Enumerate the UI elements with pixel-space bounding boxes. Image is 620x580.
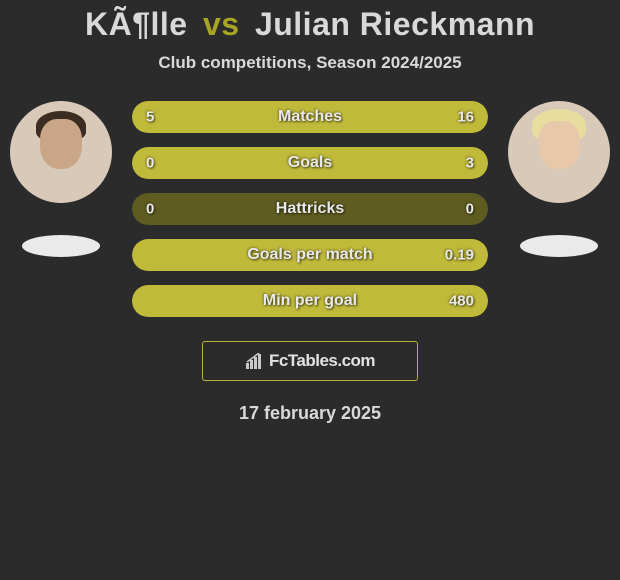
stat-value-right: 0.19: [445, 247, 474, 264]
branding-text: FcTables.com: [269, 351, 375, 371]
chart-bars-icon: [245, 353, 265, 369]
stat-label: Min per goal: [263, 292, 357, 310]
stat-value-left: 5: [146, 109, 154, 126]
stat-value-right: 0: [466, 201, 474, 218]
player-right-column: [508, 101, 610, 257]
stat-value-right: 3: [466, 155, 474, 172]
stat-value-left: 0: [146, 155, 154, 172]
stat-label: Hattricks: [276, 200, 344, 218]
stat-value-right: 16: [457, 109, 474, 126]
stat-bars: 5 Matches 16 0 Goals 3 0 Hattricks 0 Goals per ma…: [132, 101, 488, 317]
date-label: 17 february 2025: [0, 403, 620, 424]
title-player1: KÃ¶lle: [85, 6, 188, 42]
player-left-avatar: [10, 101, 112, 203]
stat-value-left: 0: [146, 201, 154, 218]
stat-bar: Goals per match 0.19: [132, 239, 488, 271]
player-left-club-badge: [22, 235, 100, 257]
comparison-row: 5 Matches 16 0 Goals 3 0 Hattricks 0 Goals per ma…: [0, 101, 620, 317]
page-title: KÃ¶lle vs Julian Rieckmann: [0, 6, 620, 43]
stat-bar: 5 Matches 16: [132, 101, 488, 133]
stat-bar: 0 Hattricks 0: [132, 193, 488, 225]
stat-label: Goals: [288, 154, 332, 172]
branding-box: FcTables.com: [202, 341, 418, 381]
stat-value-right: 480: [449, 293, 474, 310]
player-right-avatar: [508, 101, 610, 203]
stat-label: Matches: [278, 108, 342, 126]
subtitle: Club competitions, Season 2024/2025: [0, 53, 620, 73]
stat-label: Goals per match: [247, 246, 372, 264]
title-vs: vs: [203, 6, 240, 42]
player-left-column: [10, 101, 112, 257]
stat-bar-fill-left: [132, 101, 217, 133]
stat-bar-fill-right: [217, 101, 488, 133]
stat-bar: 0 Goals 3: [132, 147, 488, 179]
comparison-infographic: KÃ¶lle vs Julian Rieckmann Club competit…: [0, 0, 620, 424]
stat-bar: Min per goal 480: [132, 285, 488, 317]
player-right-club-badge: [520, 235, 598, 257]
title-player2: Julian Rieckmann: [255, 6, 535, 42]
